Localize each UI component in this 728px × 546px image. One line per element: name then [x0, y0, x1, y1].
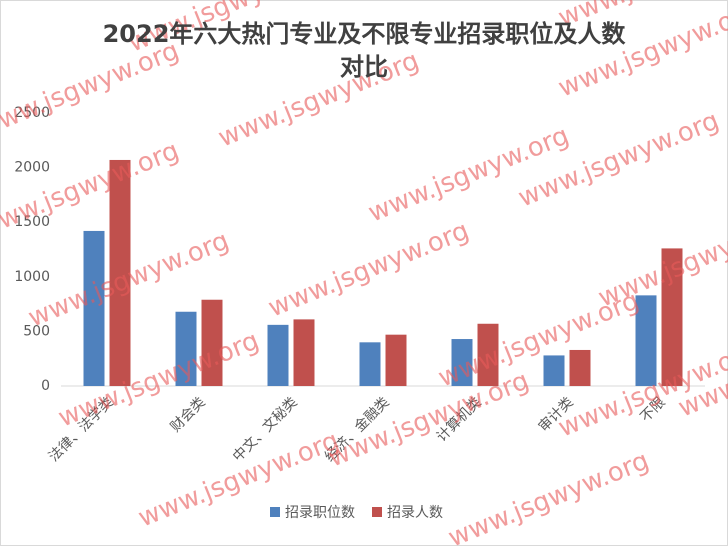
y-tick-label: 0	[41, 378, 50, 394]
bar	[83, 230, 105, 386]
bar	[385, 334, 407, 386]
chart-title: 2022年六大热门专业及不限专业招录职位及人数对比	[102, 20, 626, 81]
bar	[267, 324, 289, 386]
bar	[109, 159, 131, 386]
bar	[543, 355, 565, 386]
legend-swatch	[372, 507, 382, 517]
y-tick-label: 1500	[14, 214, 50, 230]
bar	[661, 248, 683, 386]
bar	[201, 299, 223, 386]
legend-label: 招录职位数	[285, 505, 355, 521]
y-tick-label: 1000	[14, 269, 50, 285]
bar	[477, 323, 499, 386]
bar	[175, 311, 197, 386]
bar	[451, 339, 473, 386]
bar	[569, 349, 591, 386]
legend-swatch	[270, 507, 280, 517]
y-tick-label: 2500	[14, 105, 50, 121]
legend-label: 招录人数	[387, 505, 443, 521]
bar	[293, 319, 315, 386]
y-tick-label: 500	[23, 323, 50, 339]
y-tick-label: 2000	[14, 160, 50, 176]
bar	[359, 342, 381, 386]
bar	[635, 295, 657, 386]
